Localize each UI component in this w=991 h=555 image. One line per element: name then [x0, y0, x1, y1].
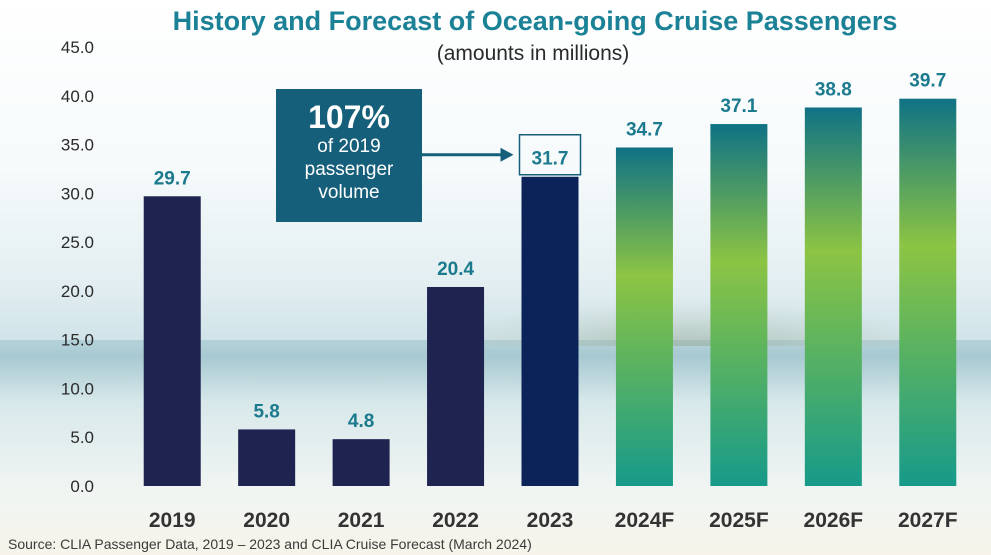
x-tick-label-2022: 2022 [432, 509, 479, 532]
value-label-2026F: 38.8 [815, 79, 852, 100]
x-tick-label-2023: 2023 [527, 509, 574, 532]
value-label-2023: 31.7 [532, 149, 569, 170]
bar-2020 [238, 429, 296, 486]
chart-subtitle: (amounts in millions) [436, 42, 630, 65]
bar-2027F [899, 98, 957, 487]
y-tick-label: 30.0 [61, 184, 94, 203]
x-tick-label-2019: 2019 [149, 509, 196, 532]
y-tick-label: 25.0 [61, 233, 94, 252]
source-note: Source: CLIA Passenger Data, 2019 – 2023… [8, 536, 532, 552]
bar-2026F [804, 107, 862, 487]
y-tick-label: 0.0 [70, 477, 94, 496]
callout-percentage: 107% [308, 99, 390, 135]
value-label-2024F: 34.7 [626, 119, 663, 140]
bar-2022 [427, 286, 485, 486]
y-axis: 0.0 5.0 10.0 15.0 20.0 25.0 30.0 35.0 40.0 45.0 [61, 38, 94, 496]
value-label-2019: 29.7 [154, 168, 191, 189]
y-tick-label: 20.0 [61, 282, 94, 301]
value-label-frame [518, 133, 582, 176]
x-tick-label-2024F: 2024F [615, 509, 675, 532]
value-label-2020: 5.8 [253, 401, 279, 422]
x-tick-label-2027F: 2027F [898, 509, 958, 532]
chart-title: History and Forecast of Ocean-going Crui… [172, 6, 898, 36]
callout-box: 107% of 2019 passenger volume [276, 89, 422, 222]
y-tick-label: 35.0 [61, 136, 94, 155]
x-tick-label-2026F: 2026F [804, 509, 864, 532]
y-tick-label: 10.0 [61, 379, 94, 398]
y-tick-label: 15.0 [61, 331, 94, 350]
value-label-2027F: 39.7 [909, 71, 946, 92]
bar-2025F [710, 124, 768, 487]
x-tick-label-2020: 2020 [243, 509, 290, 532]
x-tick-label-2025F: 2025F [709, 509, 769, 532]
value-label-2022: 20.4 [437, 259, 474, 280]
value-labels: 29.7 5.8 4.8 20.4 31.7 34.7 37.1 38.8 39.7 [154, 71, 947, 432]
callout-text: of 2019 passenger volume [304, 136, 394, 203]
value-label-2025F: 37.1 [720, 96, 757, 117]
y-tick-label: 45.0 [61, 38, 94, 57]
x-axis: 2019 2020 2021 2022 2023 2024F 2025F 2026F 2027F [149, 509, 958, 532]
y-tick-label: 5.0 [70, 428, 94, 447]
bar-2023 [521, 176, 579, 486]
value-label-2021: 4.8 [348, 411, 374, 432]
bar-2024F [615, 147, 673, 486]
bar-2021 [332, 439, 390, 486]
x-tick-label-2021: 2021 [338, 509, 385, 532]
y-tick-label: 40.0 [61, 87, 94, 106]
bar-2019 [143, 196, 201, 486]
bars [143, 98, 957, 487]
callout-arrow [422, 147, 514, 162]
arrow-head [500, 147, 514, 162]
